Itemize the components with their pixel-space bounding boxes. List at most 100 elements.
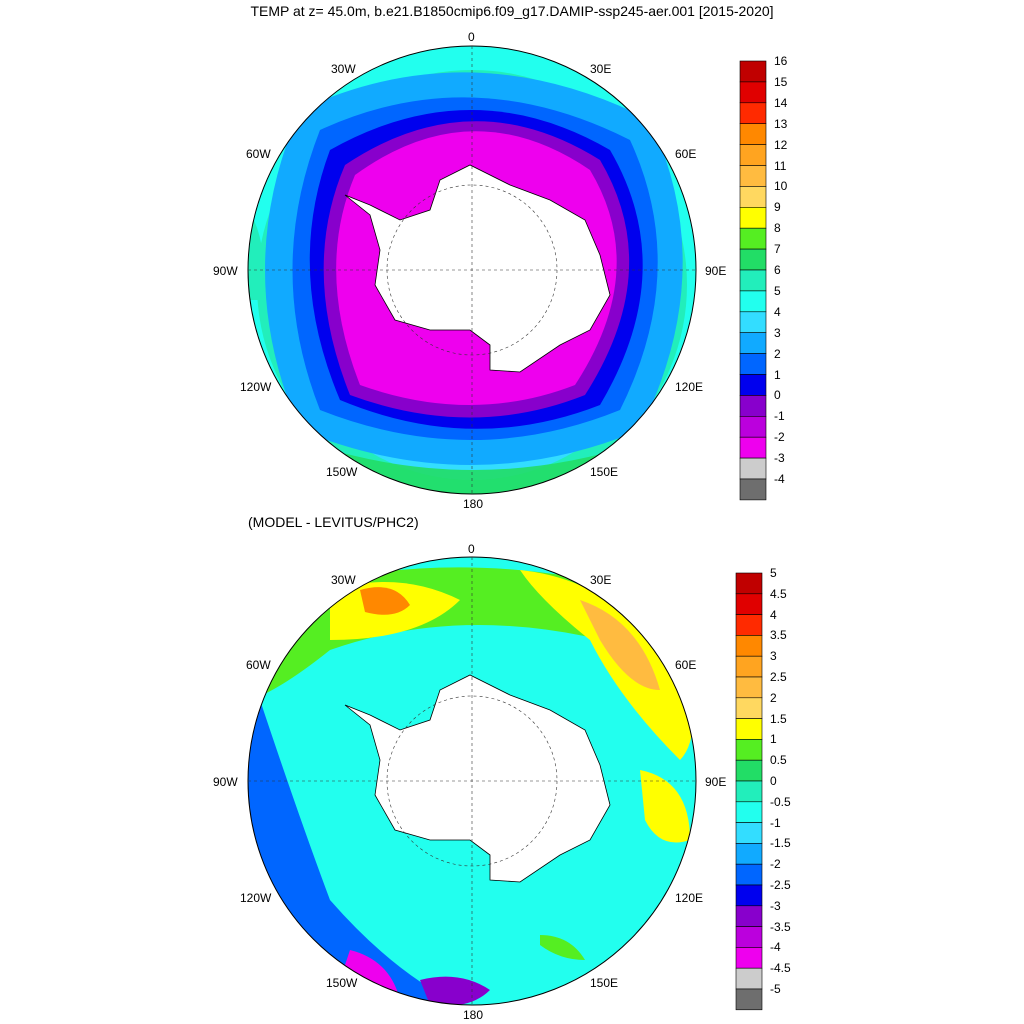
- bottom-colorbar-swatch: [735, 967, 763, 990]
- top-colorbar-label: 16: [774, 54, 788, 68]
- top-colorbar-label: 8: [774, 221, 781, 236]
- bottom-lon-label-120w: 120W: [240, 891, 272, 905]
- bottom-colorbar-label: -4.5: [770, 961, 791, 976]
- top-colorbar-label: 10: [774, 179, 788, 194]
- top-lon-label-0: 0: [468, 30, 475, 44]
- bottom-colorbar-label: 2.5: [770, 670, 787, 684]
- bottom-colorbar-swatch: [735, 884, 763, 907]
- top-colorbar-label: -1: [774, 409, 785, 424]
- top-colorbar-label: -3: [774, 451, 785, 466]
- bottom-lon-label-60w: 60W: [246, 658, 271, 672]
- top-lon-label-30w: 30W: [331, 62, 356, 76]
- bottom-colorbar-swatch: [735, 739, 763, 761]
- bottom-colorbar-label: -0.5: [770, 794, 791, 809]
- bottom-colorbar-label: 1: [770, 732, 777, 747]
- top-colorbar-label: 11: [774, 158, 787, 173]
- top-colorbar-swatch: [739, 290, 767, 313]
- top-colorbar-swatch: [739, 102, 767, 125]
- top-colorbar-swatch: [739, 60, 767, 83]
- top-lon-label-60w: 60W: [246, 147, 271, 161]
- top-colorbar-swatch: [739, 81, 767, 104]
- top-colorbar-label: 15: [774, 74, 788, 89]
- bottom-colorbar-swatch: [735, 863, 763, 886]
- bottom-colorbar-swatch: [735, 780, 763, 803]
- bottom-colorbar-label: 2: [770, 690, 777, 705]
- top-colorbar-swatch: [739, 248, 767, 271]
- bottom-lon-label-180: 180: [463, 1008, 484, 1022]
- top-colorbar-swatch: [739, 227, 767, 250]
- bottom-colorbar-label: -5: [770, 982, 781, 996]
- top-colorbar-label: 3: [774, 325, 781, 340]
- bottom-lon-label-60e: 60E: [675, 658, 697, 672]
- top-colorbar-label: 6: [774, 263, 781, 277]
- bottom-colorbar-label: -1: [770, 815, 781, 830]
- top-colorbar-swatch: [739, 415, 767, 438]
- top-lon-label-60e: 60E: [675, 147, 697, 161]
- bottom-lon-label-90w: 90W: [213, 775, 238, 789]
- bottom-colorbar-label: -2: [770, 857, 781, 872]
- top-colorbar-label: 13: [774, 116, 788, 131]
- bottom-colorbar-label: 0.5: [770, 753, 787, 768]
- top-colorbar-label: 0: [774, 388, 781, 403]
- bottom-colorbar-label: -1.5: [770, 836, 791, 851]
- bottom-colorbar-swatch: [735, 718, 763, 740]
- top-colorbar-label: -4: [774, 472, 785, 486]
- bottom-colorbar-swatch: [735, 822, 763, 844]
- top-lon-label-120e: 120E: [675, 380, 704, 394]
- top-colorbar-swatch: [739, 478, 767, 501]
- bottom-colorbar-label: 5: [770, 566, 777, 580]
- top-colorbar-swatch: [739, 269, 767, 292]
- bottom-colorbar-swatch: [735, 759, 763, 782]
- top-lon-label-30e: 30E: [590, 62, 612, 76]
- bottom-colorbar-swatch: [735, 947, 763, 969]
- antarctica-top: [344, 164, 611, 373]
- top-colorbar-label: 9: [774, 200, 781, 215]
- top-lon-label-150e: 150E: [590, 465, 619, 479]
- bottom-colorbar-swatch: [735, 988, 763, 1011]
- bottom-colorbar-swatch: [735, 572, 763, 595]
- top-colorbar-label: 7: [774, 242, 781, 257]
- top-colorbar-label: 4: [774, 304, 781, 319]
- bottom-colorbar-swatch: [735, 655, 763, 678]
- bottom-colorbar-label: -4: [770, 940, 781, 955]
- bottom-colorbar-swatch: [735, 801, 763, 823]
- bottom-colorbar-swatch: [735, 697, 763, 719]
- top-lon-label-90w: 90W: [213, 264, 238, 278]
- top-colorbar-swatch: [739, 207, 767, 229]
- top-colorbar-label: 14: [774, 95, 788, 110]
- top-graticule: [248, 46, 696, 494]
- bottom-colorbar-label: 3.5: [770, 628, 787, 643]
- bottom-colorbar-label: 0: [770, 774, 777, 788]
- top-colorbar-swatch: [739, 457, 767, 480]
- bottom-lon-label-30w: 30W: [331, 573, 356, 587]
- figure-title: TEMP at z= 45.0m, b.e21.B1850cmip6.f09_g…: [250, 3, 774, 19]
- bottom-lon-label-150e: 150E: [590, 976, 619, 990]
- top-colorbar-label: 12: [774, 137, 788, 152]
- top-colorbar-label: 5: [774, 283, 781, 298]
- top-colorbar-swatch: [739, 123, 767, 145]
- top-colorbar-swatch: [739, 186, 767, 208]
- bottom-lon-label-120e: 120E: [675, 891, 704, 905]
- antarctica-bottom: [344, 674, 611, 883]
- top-colorbar-swatch: [739, 374, 767, 396]
- top-lon-label-90e: 90E: [705, 264, 727, 278]
- bottom-colorbar-swatch: [735, 905, 763, 927]
- bottom-lon-label-150w: 150W: [326, 976, 358, 990]
- bottom-colorbar-swatch: [735, 676, 763, 699]
- bottom-lon-label-90e: 90E: [705, 775, 727, 789]
- bottom-colorbar-label: 4: [770, 607, 777, 622]
- bottom-colorbar-label: 1.5: [770, 711, 787, 726]
- bottom-lon-label-0: 0: [468, 542, 475, 556]
- bottom-colorbar-label: -2.5: [770, 878, 791, 892]
- top-colorbar-label: -2: [774, 430, 785, 445]
- bottom-colorbar-label: 4.5: [770, 586, 787, 601]
- top-colorbar-swatch: [739, 165, 767, 187]
- bottom-colorbar-label: 3: [770, 649, 777, 664]
- top-lon-label-180: 180: [463, 497, 484, 511]
- bottom-colorbar-swatch: [735, 593, 763, 615]
- top-colorbar-label: 1: [774, 367, 781, 382]
- bottom-colorbar-swatch: [735, 614, 763, 636]
- top-colorbar-swatch: [739, 395, 767, 417]
- top-colorbar-swatch: [739, 144, 767, 166]
